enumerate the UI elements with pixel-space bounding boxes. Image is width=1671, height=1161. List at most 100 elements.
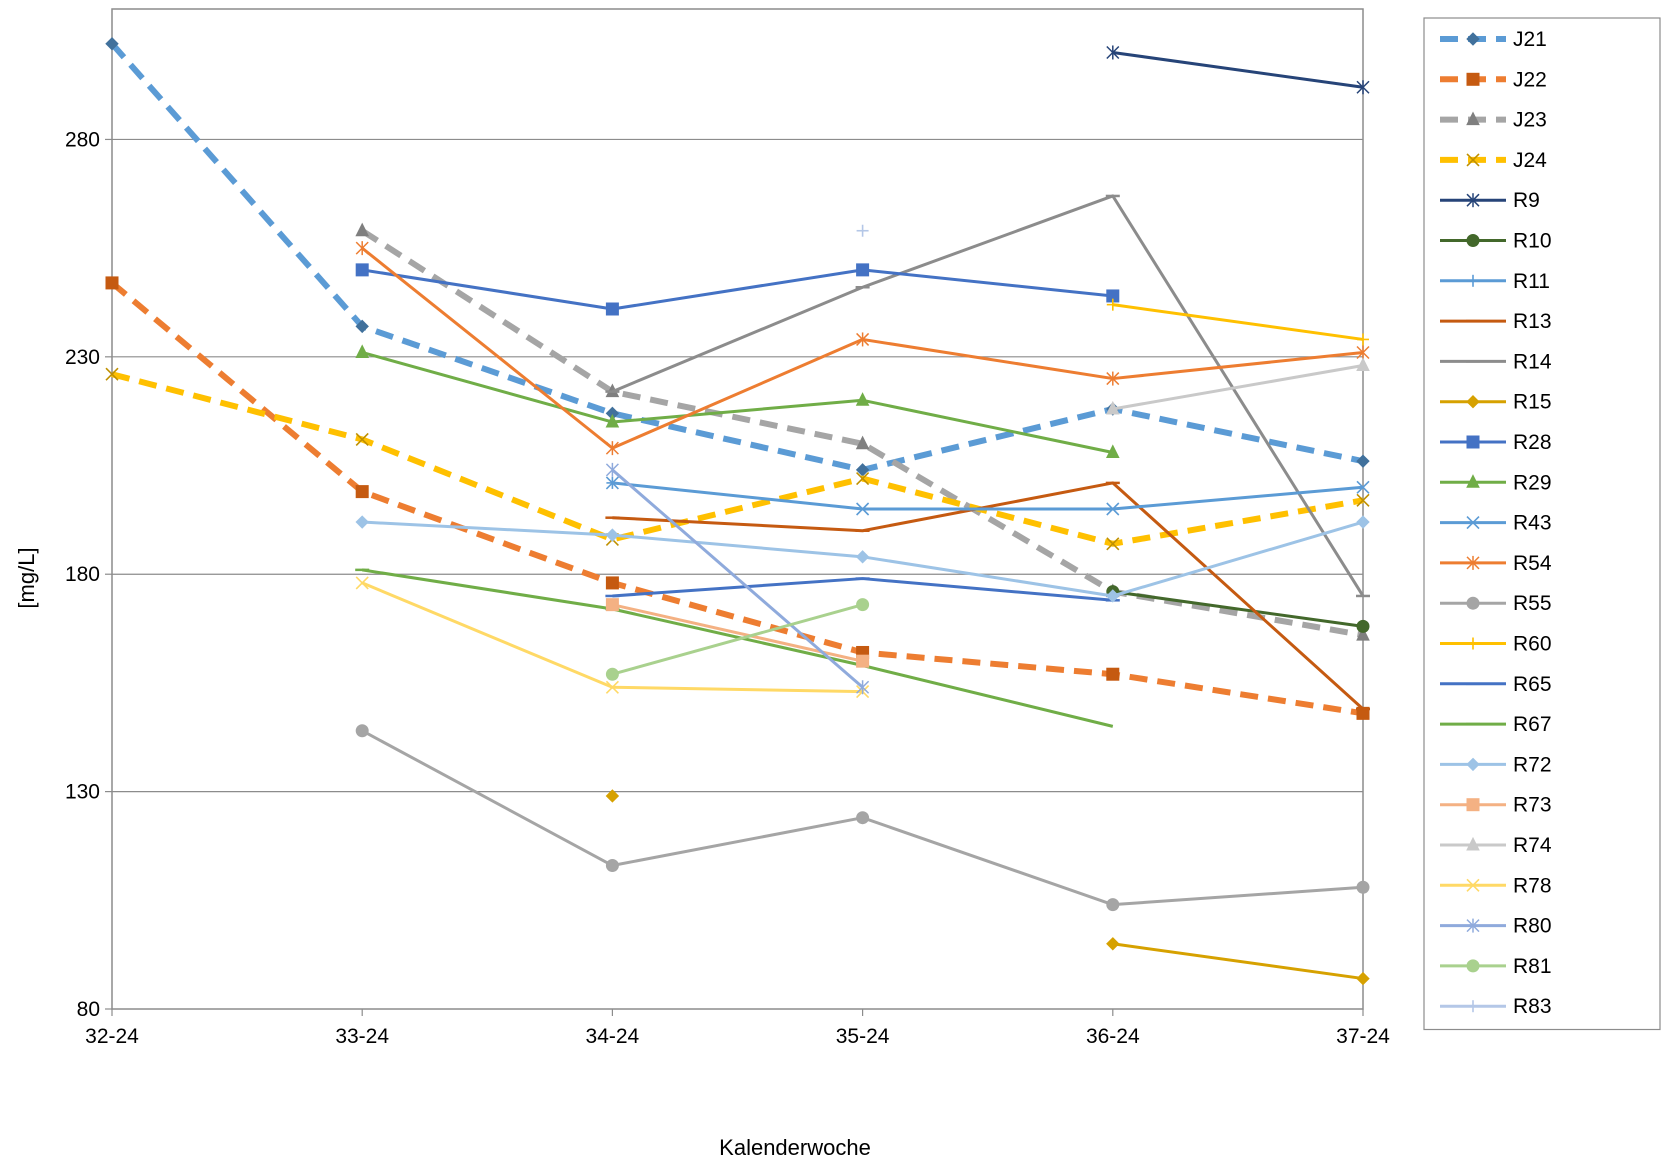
legend-item-r81: R81: [1440, 955, 1552, 978]
plot-area-border: [111, 8, 1364, 1010]
series-r83: [856, 224, 869, 237]
legend-marker: [1466, 72, 1480, 86]
series-r10: [1106, 585, 1370, 633]
legend-item-r10: R10: [1440, 230, 1552, 253]
series-r28: [355, 263, 1120, 316]
legend-item-r67: R67: [1440, 713, 1552, 736]
data-point: [1356, 493, 1370, 507]
legend-marker: [1466, 798, 1480, 812]
series-line: [361, 268, 1113, 311]
legend-item-r65: R65: [1440, 673, 1552, 696]
legend-label: J22: [1513, 68, 1547, 91]
legend-item-r11: R11: [1440, 270, 1550, 293]
legend-label: R81: [1513, 955, 1552, 978]
data-point: [1105, 400, 1120, 415]
series-r14: [605, 194, 1370, 598]
data-point: [1106, 502, 1120, 516]
legend-label: R13: [1513, 310, 1552, 333]
data-point: [605, 789, 620, 803]
data-point: [1356, 454, 1370, 468]
series-r9: [1106, 45, 1370, 95]
legend-label: R80: [1513, 915, 1552, 938]
legend-marker: [1466, 153, 1480, 167]
y-tick-label: 130: [65, 781, 100, 804]
legend-item-r29: R29: [1440, 471, 1552, 494]
data-point: [856, 680, 870, 695]
data-point: [605, 680, 619, 694]
data-point: [1106, 898, 1120, 912]
series-r55: [355, 724, 1370, 912]
legend-label: R78: [1513, 874, 1552, 897]
x-tick-label: 35-24: [836, 1025, 890, 1048]
legend-item-r80: R80: [1440, 915, 1552, 938]
legend-marker: [1466, 757, 1480, 772]
series-r29: [355, 344, 1120, 458]
axes: [105, 8, 1364, 1016]
legend-item-r54: R54: [1440, 552, 1552, 575]
x-tick-label: 33-24: [335, 1025, 389, 1048]
legend-marker: [1466, 435, 1480, 449]
legend-marker: [1466, 234, 1480, 247]
series-line: [1112, 364, 1364, 411]
data-point: [1106, 45, 1120, 60]
legend-label: R55: [1513, 592, 1552, 615]
legend-marker: [1466, 836, 1480, 851]
data-point: [856, 332, 870, 347]
legend-label: J21: [1513, 28, 1547, 51]
legend-marker: [1466, 32, 1480, 46]
series-r43: [605, 476, 1370, 516]
data-point: [105, 367, 119, 381]
legend-item-r74: R74: [1440, 834, 1552, 857]
data-point: [1356, 480, 1370, 494]
series-r13: [605, 481, 1370, 711]
legend-marker: [1466, 516, 1480, 530]
x-axis-title: Kalenderwoche: [719, 1135, 871, 1160]
data-point: [855, 550, 870, 564]
data-point: [1106, 589, 1120, 603]
data-point: [605, 302, 619, 316]
series-line: [612, 577, 1113, 602]
legend-marker: [1466, 111, 1480, 126]
legend-item-j21: J21: [1440, 28, 1547, 51]
legend: J21 J22 J23 J24 R9 R10 R11 R13 R14 R15 R28 R29 R43 R5…: [1423, 17, 1661, 1031]
series-j24: [105, 367, 1370, 551]
legend-label: J23: [1513, 109, 1547, 132]
data-point: [605, 859, 619, 873]
data-point: [1106, 371, 1120, 386]
data-point: [856, 654, 870, 668]
y-tick-label: 280: [65, 128, 100, 151]
data-point: [1106, 298, 1119, 311]
legend-marker: [1466, 555, 1480, 570]
series-line: [611, 603, 864, 676]
series-line: [111, 371, 1364, 547]
series-r81: [605, 598, 870, 681]
series-line: [612, 481, 1365, 711]
data-point: [355, 222, 370, 237]
series-j22: [105, 276, 1370, 720]
data-point: [1356, 515, 1370, 529]
legend-item-r13: R13: [1440, 310, 1552, 333]
y-tick-label: 230: [65, 346, 100, 369]
legend-marker: [1466, 918, 1480, 933]
legend-label: R83: [1513, 995, 1552, 1018]
data-point: [855, 392, 870, 406]
data-point: [105, 276, 119, 290]
data-point: [1106, 537, 1120, 551]
legend-item-j23: J23: [1440, 109, 1547, 132]
y-tick-label: 180: [65, 563, 100, 586]
legend-marker: [1466, 959, 1480, 973]
x-tick-label: 32-24: [85, 1025, 139, 1048]
series-line: [1112, 590, 1364, 628]
series-r60: [1106, 298, 1369, 346]
legend-label: R65: [1513, 673, 1552, 696]
data-point: [1106, 937, 1120, 951]
series-line: [1112, 50, 1364, 89]
data-point: [1356, 971, 1370, 986]
data-point: [355, 263, 369, 277]
legend-marker: [1467, 274, 1479, 287]
data-point: [1356, 626, 1370, 641]
legend-item-r78: R78: [1440, 874, 1552, 897]
legend-item-r28: R28: [1440, 431, 1552, 454]
data-point: [856, 471, 870, 486]
series-line: [612, 481, 1364, 511]
